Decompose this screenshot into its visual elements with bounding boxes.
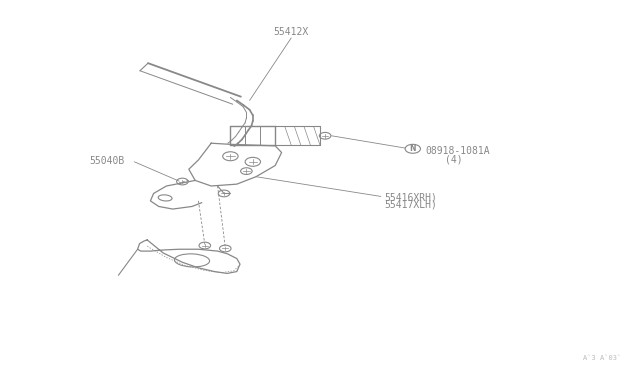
Text: 55412X: 55412X [273,27,309,37]
Text: 55416XRH): 55416XRH) [384,192,437,202]
Text: N: N [410,144,416,153]
Text: 08918-1081A: 08918-1081A [426,146,490,155]
Text: 55417XLH): 55417XLH) [384,200,437,209]
Circle shape [405,144,420,153]
Text: 55040B: 55040B [90,156,125,166]
Text: (4): (4) [445,155,463,165]
Text: A`3 A`03`: A`3 A`03` [582,355,621,361]
